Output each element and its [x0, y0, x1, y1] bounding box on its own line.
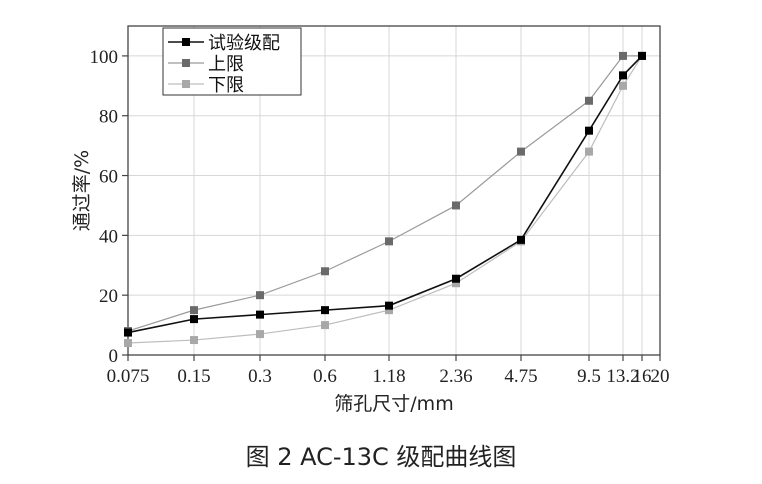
y-axis: 0 20 40 60 80 100 — [90, 47, 128, 367]
x-tick-label: 2.36 — [439, 366, 472, 387]
y-tick-label: 20 — [99, 286, 118, 307]
data-point — [190, 315, 198, 324]
data-point — [256, 330, 264, 339]
y-axis-title: 通过率/% — [71, 150, 93, 231]
legend-marker — [182, 80, 190, 88]
data-point — [321, 306, 329, 315]
data-point — [585, 96, 593, 105]
y-tick-label: 100 — [90, 47, 119, 68]
x-tick-label: 9.5 — [577, 366, 601, 387]
data-point — [321, 321, 329, 330]
x-tick-label: 0.3 — [248, 366, 272, 387]
data-point — [190, 306, 198, 315]
x-tick-label: 13.2 — [606, 366, 639, 387]
data-point — [585, 147, 593, 156]
data-point — [638, 51, 646, 60]
x-tick-label: 4.75 — [504, 366, 537, 387]
data-point — [619, 71, 627, 80]
data-point — [124, 328, 132, 337]
data-point — [124, 339, 132, 348]
x-axis: 0.075 0.15 0.3 0.6 1.18 2.36 4.75 9.5 13.216 20 — [107, 355, 670, 387]
series-line — [127, 55, 642, 332]
x-tick-label: 20 — [651, 366, 670, 387]
data-point — [385, 306, 393, 315]
data-point — [452, 201, 460, 210]
y-tick-label: 60 — [99, 167, 118, 188]
data-point — [256, 291, 264, 300]
data-point — [517, 235, 525, 244]
series-test-gradation — [124, 51, 646, 337]
legend-label: 上限 — [208, 54, 244, 75]
x-tick-label: 0.6 — [313, 366, 337, 387]
x-tick-label: 1.18 — [372, 366, 405, 387]
data-point — [619, 81, 627, 90]
data-point — [385, 301, 393, 310]
series-line — [127, 55, 643, 334]
series-group — [124, 51, 646, 348]
x-tick-label: 0.075 — [107, 366, 150, 387]
data-point — [190, 336, 198, 345]
x-tick-label: 0.15 — [177, 366, 210, 387]
legend-item: 试验级配 — [168, 33, 280, 54]
legend-label: 试验级配 — [208, 33, 280, 54]
series-line — [127, 55, 643, 344]
data-point — [452, 274, 460, 283]
y-tick-label: 0 — [109, 346, 119, 367]
figure-caption: 图 2 AC-13C 级配曲线图 — [245, 443, 517, 471]
data-point — [256, 310, 264, 319]
y-tick-label: 80 — [99, 107, 118, 128]
y-tick-label: 40 — [99, 226, 118, 247]
legend-item: 上限 — [168, 54, 244, 75]
data-point — [517, 147, 525, 156]
legend-label: 下限 — [208, 75, 244, 96]
data-point — [585, 126, 593, 135]
legend-marker — [182, 38, 190, 46]
data-point — [321, 267, 329, 276]
grading-curve-chart: 0 20 40 60 80 100 0.075 0.15 0.3 0.6 1.18 2.36 4.75… — [71, 25, 670, 415]
plot-frame — [127, 25, 661, 356]
data-point — [385, 237, 393, 246]
x-tick-label: 16 — [633, 366, 652, 387]
legend-marker — [182, 59, 190, 67]
data-point — [452, 279, 460, 288]
data-point — [619, 51, 627, 60]
x-axis-title: 筛孔尺寸/mm — [334, 393, 453, 415]
legend-item: 下限 — [168, 75, 244, 96]
